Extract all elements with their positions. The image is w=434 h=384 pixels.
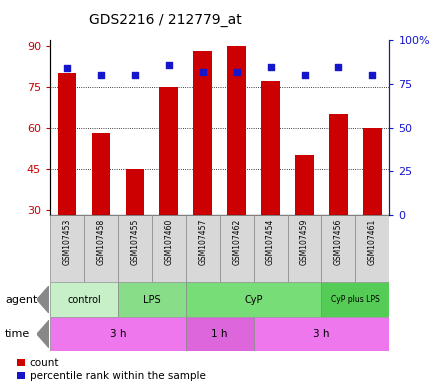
Bar [253,215,287,282]
Point [266,63,273,70]
Bar [193,51,211,291]
Text: GSM107459: GSM107459 [299,218,308,265]
Text: CyP: CyP [244,295,262,305]
Bar [92,133,110,291]
Point [165,62,172,68]
Text: time: time [5,329,30,339]
Bar [118,282,185,317]
Text: GSM107458: GSM107458 [96,218,105,265]
Text: GSM107457: GSM107457 [198,218,207,265]
Text: count: count [30,358,59,368]
Text: agent: agent [5,295,37,305]
Text: GSM107460: GSM107460 [164,218,173,265]
Point [131,72,138,78]
Point [97,72,104,78]
Text: 3 h: 3 h [109,329,126,339]
Text: GSM107461: GSM107461 [367,218,376,265]
Bar [58,73,76,291]
Text: GSM107462: GSM107462 [232,218,240,265]
Text: CyP plus LPS: CyP plus LPS [330,295,379,304]
Point [233,69,240,75]
Bar [151,215,185,282]
Text: GDS2216 / 212779_at: GDS2216 / 212779_at [89,13,241,27]
Bar [159,87,178,291]
Point [334,63,341,70]
Bar [50,282,118,317]
Polygon shape [37,320,49,348]
Text: 3 h: 3 h [312,329,329,339]
Bar [185,317,253,351]
Bar [295,155,313,291]
Point [300,72,307,78]
Bar [321,282,388,317]
Bar [50,215,84,282]
Bar [50,317,185,351]
Text: GSM107453: GSM107453 [62,218,71,265]
Bar [185,215,219,282]
Bar [253,317,388,351]
Text: control: control [67,295,101,305]
Text: percentile rank within the sample: percentile rank within the sample [30,371,205,381]
Point [199,69,206,75]
Bar [84,215,118,282]
Bar [118,215,151,282]
Bar [355,215,388,282]
Bar [261,81,279,291]
Point [63,65,70,71]
Bar [125,169,144,291]
Text: GSM107454: GSM107454 [266,218,274,265]
Text: GSM107456: GSM107456 [333,218,342,265]
Text: GSM107455: GSM107455 [130,218,139,265]
Text: 1 h: 1 h [211,329,227,339]
Bar [219,215,253,282]
Point [368,72,375,78]
Bar [362,127,381,291]
Bar [185,282,321,317]
Bar [329,114,347,291]
Bar [227,46,245,291]
Bar [321,215,355,282]
Polygon shape [37,286,49,313]
Text: LPS: LPS [143,295,160,305]
Bar [287,215,321,282]
